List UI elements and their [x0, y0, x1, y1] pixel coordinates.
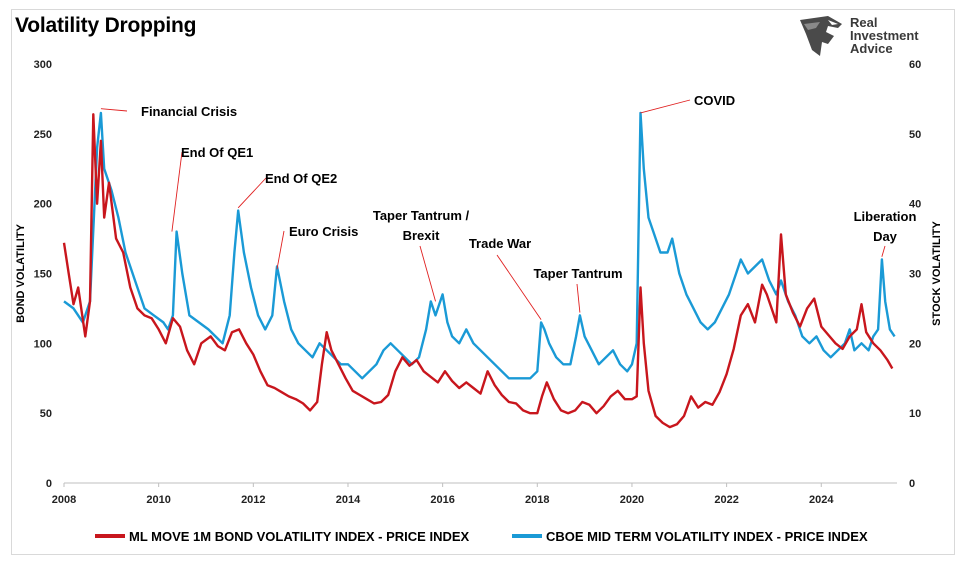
annotation-leader-line	[576, 283, 581, 313]
annotation-leader-line	[419, 245, 436, 302]
annotation-label: COVID	[694, 93, 735, 108]
annotation-label: Trade War	[469, 236, 531, 251]
annotation-label: End Of QE1	[181, 145, 253, 160]
y-left-tick-label: 50	[40, 408, 52, 420]
y-left-axis-title: BOND VOLATILITY	[15, 223, 27, 322]
annotation-label: Liberation	[854, 209, 917, 224]
y-left-tick-label: 300	[34, 59, 52, 71]
brand-line-3: Advice	[850, 41, 893, 56]
x-tick-label: 2016	[430, 494, 454, 506]
legend: ML MOVE 1M BOND VOLATILITY INDEX - PRICE…	[95, 529, 868, 544]
annotations: Financial Crisis End Of QE1 End Of QE2 Euro…	[100, 93, 917, 320]
annotation-leader-line	[640, 99, 691, 114]
y-right-axis-title: STOCK VOLATILITY	[931, 220, 943, 325]
annotation-label: Euro Crisis	[289, 224, 358, 239]
annotation-leader-line	[237, 177, 267, 209]
brand-line-1: Real	[850, 15, 878, 30]
y-right-tick-label: 0	[909, 478, 915, 490]
x-tick-label: 2020	[620, 494, 644, 506]
x-tick-label: 2024	[809, 494, 834, 506]
y-left-tick-label: 100	[34, 338, 52, 350]
y-right-tick-label: 20	[909, 338, 921, 350]
y-right-tick-label: 40	[909, 199, 921, 211]
annotation-leader-line	[100, 108, 128, 112]
annotation-label: End Of QE2	[265, 171, 337, 186]
x-tick-label: 2018	[525, 494, 549, 506]
y-left-tick-label: 250	[34, 129, 52, 141]
brand-logo: Real Investment Advice	[798, 14, 938, 60]
annotation-leader-line	[276, 230, 285, 270]
x-tick-label: 2022	[714, 494, 738, 506]
y-right-tick-label: 60	[909, 59, 921, 71]
y-left-tick-label: 0	[46, 478, 52, 490]
annotation-label: Taper Tantrum /	[373, 208, 470, 223]
annotation-label: Brexit	[403, 228, 441, 243]
legend-item-stock-label: CBOE MID TERM VOLATILITY INDEX - PRICE I…	[546, 529, 868, 544]
brand-name: Real Investment Advice	[850, 16, 919, 55]
annotation-label: Day	[873, 229, 898, 244]
x-tick-label: 2012	[241, 494, 265, 506]
annotation-label: Financial Crisis	[141, 104, 237, 119]
annotation-label: Taper Tantrum	[533, 266, 622, 281]
y-left-tick-label: 150	[34, 269, 52, 281]
bond-volatility-line	[62, 113, 894, 429]
y-right-tick-label: 30	[909, 269, 921, 281]
y-right-tick-label: 10	[909, 408, 921, 420]
x-tick-label: 2010	[146, 494, 170, 506]
chart-frame	[11, 9, 955, 555]
x-tick-label: 2014	[336, 494, 361, 506]
annotation-leader-line	[496, 254, 542, 320]
brand-line-2: Investment	[850, 28, 919, 43]
eagle-head-icon	[800, 16, 842, 56]
stock-volatility-line	[63, 111, 896, 380]
chart-title: Volatility Dropping	[15, 14, 197, 37]
y-left-tick-label: 200	[34, 199, 52, 211]
legend-item-bond-label: ML MOVE 1M BOND VOLATILITY INDEX - PRICE…	[129, 529, 470, 544]
annotation-leader-line	[881, 245, 886, 257]
series-lines	[62, 111, 896, 429]
axes: 2008 2010 2012 2014 2016 2018 2020 2022 20240501…	[15, 59, 943, 506]
x-tick-label: 2008	[52, 494, 76, 506]
annotation-leader-line	[171, 151, 183, 232]
y-right-tick-label: 50	[909, 129, 921, 141]
